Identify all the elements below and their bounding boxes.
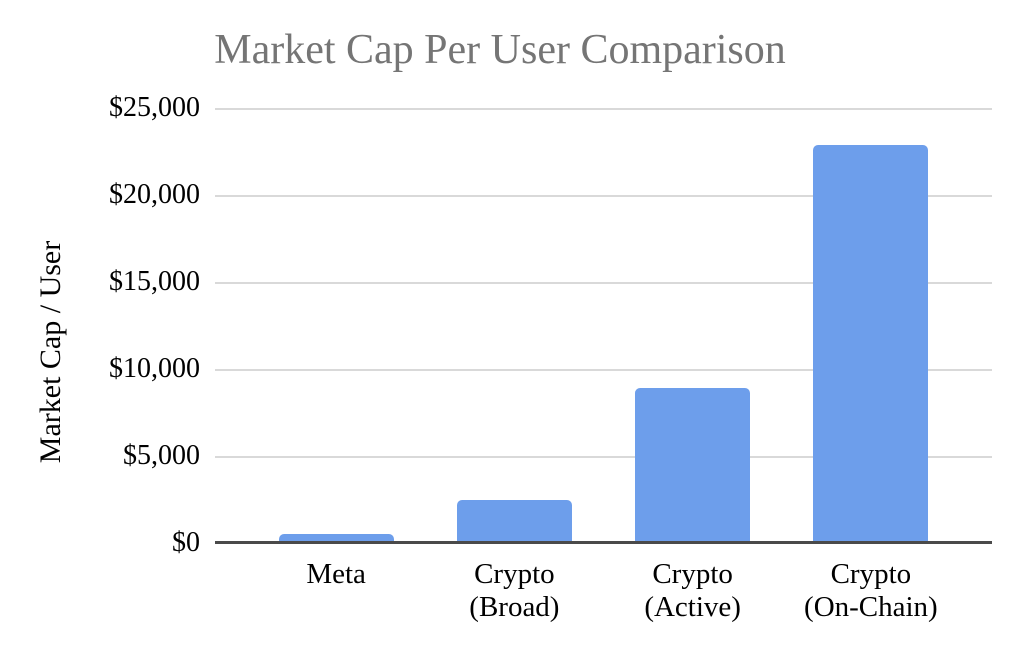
gridline — [215, 456, 992, 458]
bar — [813, 144, 929, 543]
x-category-label: Crypto (Broad) — [425, 558, 603, 624]
bar-slot — [247, 108, 425, 543]
x-category-label-line: Meta — [306, 558, 366, 590]
x-category-label-line: Crypto — [830, 558, 912, 590]
x-category-label: Crypto (Active) — [604, 558, 782, 624]
y-tick-label: $15,000 — [109, 266, 200, 297]
bar-slot — [425, 108, 603, 543]
gridline — [215, 369, 992, 371]
x-category-label-line: (Active) — [644, 591, 741, 623]
bar — [278, 534, 394, 543]
y-tick-label: $10,000 — [109, 353, 200, 384]
chart-title: Market Cap Per User Comparison — [214, 27, 786, 73]
bar — [456, 499, 572, 543]
bars-container — [215, 108, 992, 543]
x-category-label: Meta — [247, 558, 425, 624]
gridline — [215, 108, 992, 110]
bar — [635, 388, 751, 543]
y-tick-label: $0 — [172, 527, 200, 558]
plot-area — [215, 108, 992, 544]
gridline — [215, 195, 992, 197]
x-category-label-line: Crypto — [652, 558, 733, 590]
gridline — [215, 282, 992, 284]
y-tick-label: $25,000 — [109, 92, 200, 123]
x-category-label: Crypto (On-Chain) — [782, 558, 960, 624]
y-tick-label: $5,000 — [123, 440, 200, 471]
x-axis-category-labels: Meta Crypto (Broad) Crypto (Active) Crypto (On… — [247, 558, 960, 624]
bar-slot — [604, 108, 782, 543]
y-tick-label: $20,000 — [109, 179, 200, 210]
x-category-label-line: Crypto — [474, 558, 555, 590]
x-category-label-line: (Broad) — [469, 591, 560, 623]
y-axis-tick-labels: $0 $5,000 $10,000 $15,000 $20,000 $25,000 — [0, 92, 200, 558]
x-category-label-line: (On-Chain) — [804, 591, 938, 623]
bar-slot — [782, 108, 960, 543]
x-axis-line — [215, 541, 992, 544]
